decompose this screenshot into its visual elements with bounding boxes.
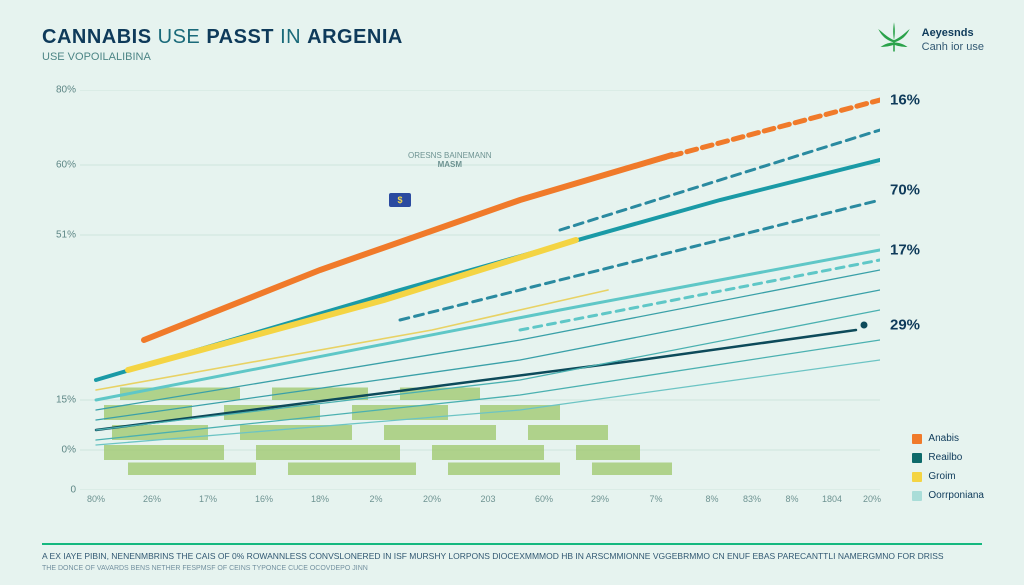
x-tick-label: 8% — [705, 494, 718, 504]
legend-label: Groim — [928, 467, 955, 486]
brand-block: Aeyesnds Canh ior use — [876, 20, 984, 61]
legend-item: Oorrponiana — [912, 486, 984, 505]
x-tick-label: 60% — [535, 494, 553, 504]
x-tick-label: 20% — [423, 494, 441, 504]
legend-label: Reailbo — [928, 448, 962, 467]
y-axis-labels: 80%60%51%15%0%0 — [40, 90, 76, 490]
x-tick-label: 80% — [87, 494, 105, 504]
footer-line1: A EX IAYE PIBIN, NENENMBRINS THE CAIS OF… — [42, 551, 982, 561]
y-tick-label: 0% — [62, 445, 76, 456]
legend-item: Reailbo — [912, 448, 984, 467]
footer: A EX IAYE PIBIN, NENENMBRINS THE CAIS OF… — [0, 537, 1024, 585]
x-tick-label: 17% — [199, 494, 217, 504]
x-axis-labels: 80% 26% 17% 16% 18% 2% 20% 203 60% 29% 7% 8% 83% 8% 18… — [80, 494, 880, 510]
chart-subtitle: USE VOPOILALIBINA — [42, 51, 403, 63]
x-tick-label: 2% — [369, 494, 382, 504]
y-tick-label: 80% — [56, 85, 76, 96]
title-block: CANNABIS USE PASST IN ARGENIA USE VOPOIL… — [42, 26, 403, 63]
x-tick-label: 16% — [255, 494, 273, 504]
y-tick-label: 51% — [56, 230, 76, 241]
x-tick-label: 83% — [743, 494, 761, 504]
leaf-icon — [876, 20, 912, 61]
legend-swatch — [912, 472, 922, 482]
y-tick-label: 60% — [56, 160, 76, 171]
y-tick-label: 0 — [70, 485, 76, 496]
x-tick-label: 20% — [863, 494, 881, 504]
series-end-label: 70% — [890, 182, 920, 199]
flag-icon: $ — [389, 193, 411, 207]
chart-canvas: CANNABIS USE PASST IN ARGENIA USE VOPOIL… — [0, 0, 1024, 585]
legend-swatch — [912, 453, 922, 463]
legend-swatch — [912, 434, 922, 444]
legend-item: Groim — [912, 467, 984, 486]
footer-divider — [42, 543, 982, 545]
series-end-label: 16% — [890, 92, 920, 109]
brand-line2: Canh ior use — [922, 41, 984, 55]
plot-svg — [80, 90, 880, 490]
footer-line2: THE DONCE OF VAVARDS BENS NETHER FESPMSF… — [42, 565, 982, 572]
legend-item: Anabis — [912, 429, 984, 448]
x-tick-label: 29% — [591, 494, 609, 504]
plot-area: ORESNS BAINEMANN MASM $ — [80, 90, 880, 490]
legend-swatch — [912, 491, 922, 501]
x-tick-label: 26% — [143, 494, 161, 504]
x-tick-label: 8% — [785, 494, 798, 504]
brand-line1: Aeyesnds — [922, 27, 984, 41]
legend: AnabisReailboGroimOorrponiana — [912, 429, 984, 505]
mid-annotation: ORESNS BAINEMANN MASM — [408, 152, 492, 170]
legend-label: Oorrponiana — [928, 486, 984, 505]
x-tick-label: 1804 — [822, 494, 842, 504]
series-end-label: 29% — [890, 317, 920, 334]
series-end-label: 17% — [890, 242, 920, 259]
y-tick-label: 15% — [56, 395, 76, 406]
chart-title: CANNABIS USE PASST IN ARGENIA — [42, 26, 403, 49]
legend-label: Anabis — [928, 429, 959, 448]
x-tick-label: 7% — [649, 494, 662, 504]
x-tick-label: 18% — [311, 494, 329, 504]
x-tick-label: 203 — [480, 494, 495, 504]
